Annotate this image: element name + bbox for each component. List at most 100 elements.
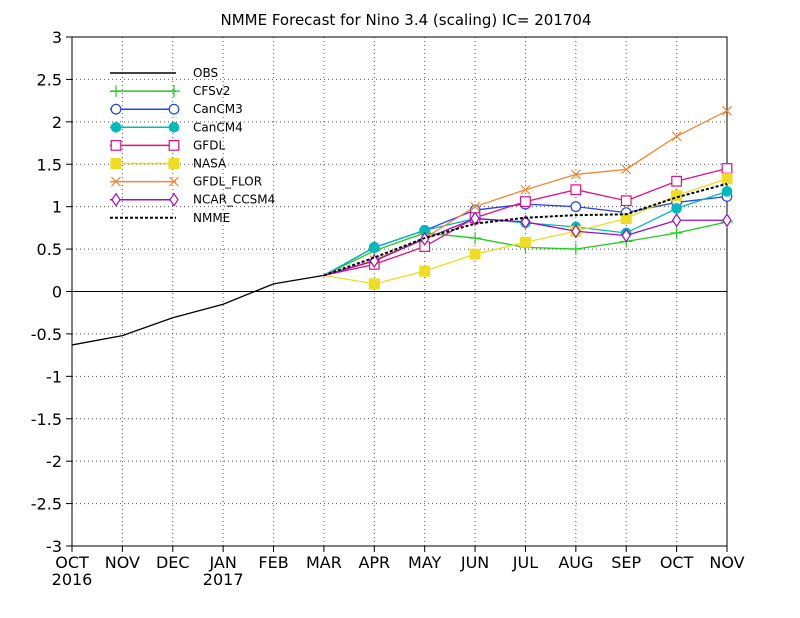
legend-marker [110, 158, 122, 169]
legend-marker [168, 140, 180, 151]
y-tick-label: 2 [52, 113, 62, 132]
legend-marker [169, 192, 179, 207]
legend-label: OBS [193, 66, 218, 80]
y-tick-label: 1 [52, 198, 62, 217]
x-tick-label: JUN [460, 553, 489, 572]
data-point-cancm4 [369, 242, 380, 253]
legend-marker [111, 192, 121, 207]
data-point-gfdl [721, 163, 733, 174]
data-point-gfdl [520, 196, 531, 207]
x-year-label: 2016 [52, 570, 93, 589]
x-tick-label: SEP [611, 553, 641, 572]
y-tick-label: 3 [52, 28, 62, 47]
series-layer [71, 105, 733, 346]
axes: -3 -2.5 -2 -1.5 -1 -0.5 0 0.5 1 1.5 2 2.5 3 OCT NOV DEC… [31, 28, 745, 589]
data-point-ncar-ccsm4 [571, 224, 581, 239]
x-tick-label: NOV [105, 553, 140, 572]
data-point-gfdl-flor [520, 184, 531, 195]
legend-marker [168, 158, 180, 169]
data-point-gfdl-flor [621, 164, 632, 175]
x-tick-label: MAY [408, 553, 442, 572]
legend-item-gfdl-flor: GFDL_FLOR [110, 175, 262, 189]
data-point-gfdl-flor [470, 201, 481, 212]
legend-marker [111, 176, 121, 187]
data-point-gfdl-flor-b [470, 201, 481, 212]
data-point-nasa [368, 278, 380, 290]
legend-marker-b [169, 176, 179, 187]
legend-marker-b [111, 176, 121, 187]
legend-item-cancm4: CanCM4 [110, 120, 243, 134]
data-point-ncar-ccsm4 [520, 214, 531, 230]
x-tick-label: APR [358, 553, 390, 572]
x-tick-label: JUL [512, 553, 538, 572]
data-point-ncar-ccsm4 [621, 228, 631, 243]
y-tick-label: -1.5 [31, 410, 62, 429]
data-point-gfdl [570, 184, 582, 196]
data-point-gfdl-flor-b [570, 169, 581, 180]
x-tick-label: DEC [156, 553, 190, 572]
legend-label: NMME [193, 211, 230, 225]
legend-item-cancm3: CanCM3 [110, 102, 243, 116]
data-point-gfdl-flor-b [671, 131, 682, 142]
legend-item-nasa: NASA [110, 157, 227, 171]
y-tick-label: -2 [46, 452, 62, 471]
y-tick-label: 0.5 [37, 240, 62, 259]
x-tick-label: JAN [208, 553, 236, 572]
x-tick-label: NOV [709, 553, 744, 572]
data-point-ncar-ccsm4 [470, 211, 480, 226]
data-point-gfdl [620, 195, 632, 207]
series-nmme [323, 182, 728, 277]
data-point-gfdl-flor-b [722, 105, 732, 116]
legend: OBS CFSv2 CanCM3 CanCM4 GFDL NASA GFDL_FLOR NCA… [110, 66, 275, 225]
data-point-cfsv2 [469, 232, 482, 245]
y-tick-label: -3 [46, 537, 62, 556]
legend-label: GFDL [193, 138, 225, 152]
x-year-label: 2017 [203, 570, 244, 589]
y-tick-label: -0.5 [31, 325, 62, 344]
data-point-gfdl-flor-b [520, 184, 531, 195]
legend-marker [110, 103, 122, 115]
series-line-obs [71, 274, 325, 346]
legend-item-obs: OBS [110, 66, 218, 80]
legend-label: CanCM3 [193, 102, 243, 116]
y-tick-label: 1.5 [37, 155, 62, 174]
legend-marker [110, 85, 122, 98]
x-tick-label: MAR [306, 553, 342, 572]
legend-item-gfdl: GFDL [110, 138, 225, 152]
y-tick-label: 2.5 [37, 70, 62, 89]
legend-label: CFSv2 [193, 84, 230, 98]
legend-item-cfsv2: CFSv2 [110, 84, 230, 98]
legend-label: GFDL_FLOR [193, 175, 262, 189]
data-point-gfdl-flor-b [621, 164, 632, 175]
chart-title: NMME Forecast for Nino 3.4 (scaling) IC=… [220, 11, 591, 29]
series-obs [71, 274, 325, 346]
data-point-nasa [469, 248, 481, 260]
data-point-ncar-ccsm4 [671, 213, 682, 228]
legend-marker [168, 122, 180, 133]
data-point-cancm4 [671, 203, 682, 214]
x-tick-label: AUG [558, 553, 593, 572]
legend-label: NASA [193, 157, 227, 171]
y-tick-label: -2.5 [31, 495, 62, 514]
grid [71, 36, 728, 547]
data-point-ncar-ccsm4 [722, 213, 732, 228]
legend-marker [168, 85, 180, 98]
x-tick-label: OCT [55, 553, 89, 572]
data-point-nasa [419, 265, 431, 277]
data-point-nasa [721, 173, 733, 185]
y-tick-label: -1 [46, 367, 62, 386]
series-line-nmme [323, 182, 728, 277]
data-point-cfsv2 [569, 243, 582, 256]
data-point-nasa [671, 190, 683, 202]
legend-marker [168, 103, 180, 115]
x-tick-label: FEB [258, 553, 288, 572]
y-tick-label: 0 [52, 283, 62, 302]
data-point-gfdl-flor [570, 169, 581, 180]
legend-label: CanCM4 [193, 120, 243, 134]
data-point-gfdl-flor [722, 105, 732, 116]
data-point-cfsv2 [670, 226, 683, 239]
legend-marker [110, 140, 122, 151]
data-point-cancm3 [570, 201, 582, 213]
legend-item-ncar-ccsm4: NCAR_CCSM4 [110, 192, 275, 207]
